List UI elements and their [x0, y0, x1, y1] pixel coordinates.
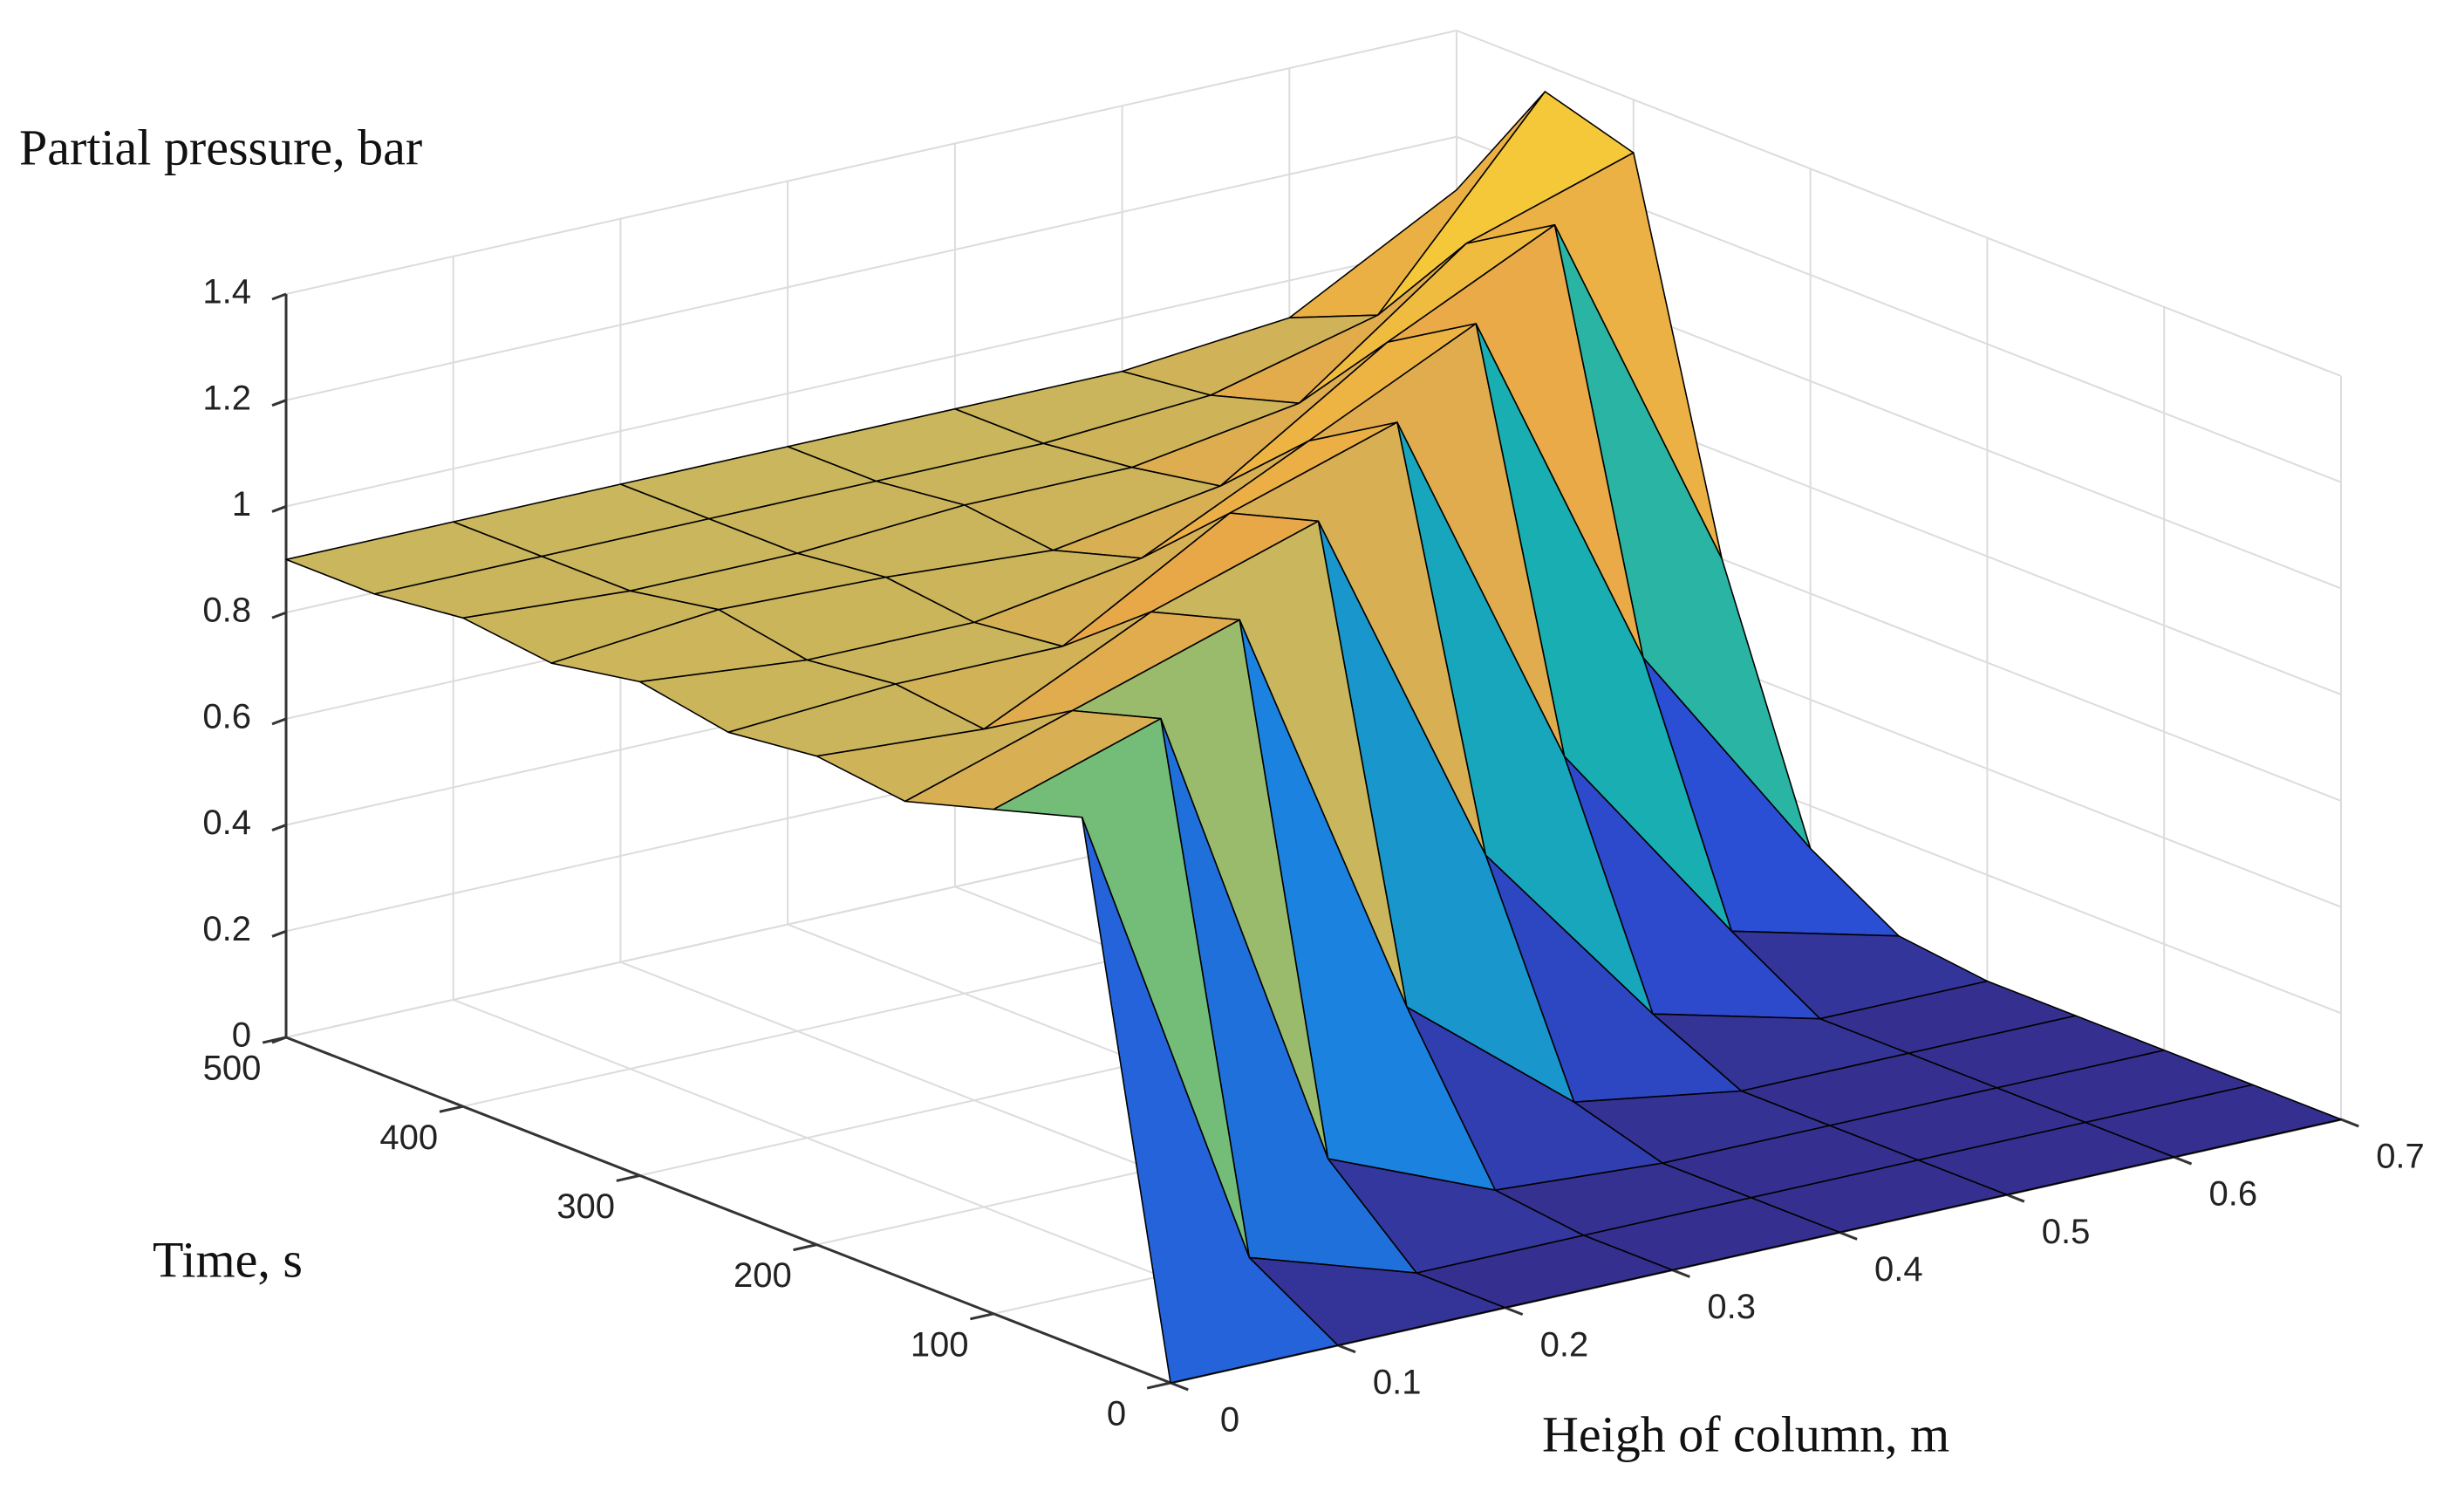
- y-tick: [1146, 1381, 1171, 1390]
- y-axis: [285, 1036, 1171, 1385]
- y-tick-label: 100: [911, 1325, 969, 1364]
- z-tick: [271, 717, 287, 726]
- x-tick: [1504, 1306, 1524, 1317]
- z-tick: [271, 399, 287, 407]
- z-tick-label: 1.4: [202, 273, 251, 311]
- x-tick-label: 0.6: [2208, 1175, 2257, 1214]
- y-tick-label: 300: [556, 1187, 615, 1226]
- z-tick: [271, 505, 287, 513]
- z-tick-label: 0: [232, 1016, 251, 1055]
- surface-patch: [1081, 816, 1339, 1384]
- x-tick-label: 0.4: [1874, 1250, 1923, 1289]
- z-tick: [271, 929, 287, 938]
- x-tick: [2340, 1118, 2359, 1128]
- z-tick: [271, 611, 287, 619]
- x-tick-label: 0.3: [1707, 1288, 1756, 1326]
- z-tick-label: 1: [232, 485, 251, 523]
- z-tick-label: 0.2: [202, 910, 251, 948]
- z-tick: [271, 1036, 287, 1044]
- y-tick: [439, 1105, 464, 1113]
- y-axis-label: Time, s: [153, 1231, 303, 1288]
- x-tick-label: 0.7: [2376, 1138, 2425, 1176]
- z-tick-label: 0.8: [202, 592, 251, 630]
- x-tick: [1170, 1381, 1189, 1392]
- z-tick-label: 1.2: [202, 379, 251, 417]
- z-tick-label: 0.4: [202, 804, 251, 842]
- x-tick: [1839, 1231, 1858, 1241]
- x-tick: [2006, 1193, 2025, 1203]
- z-tick-label: 0.6: [202, 697, 251, 735]
- x-axis-label: Heigh of column, m: [1542, 1406, 1949, 1462]
- y-tick-label: 200: [734, 1256, 792, 1295]
- y-tick-label: 400: [379, 1118, 438, 1157]
- y-tick: [616, 1173, 640, 1182]
- grid-line: [285, 29, 2342, 377]
- y-tick-label: 500: [203, 1050, 262, 1088]
- x-tick-label: 0: [1220, 1401, 1239, 1440]
- x-tick: [1337, 1344, 1356, 1354]
- z-tick: [271, 292, 287, 301]
- y-tick: [970, 1312, 994, 1321]
- z-tick: [271, 824, 287, 831]
- x-tick: [1671, 1269, 1690, 1278]
- z-axis-label: Partial pressure, bar: [19, 119, 422, 175]
- x-tick-label: 0.2: [1540, 1325, 1589, 1364]
- y-tick: [793, 1243, 817, 1252]
- x-tick-label: 0.1: [1373, 1363, 1422, 1401]
- x-tick: [2173, 1155, 2193, 1166]
- x-tick-label: 0.5: [2042, 1213, 2091, 1251]
- y-tick-label: 0: [1107, 1395, 1126, 1433]
- grid-line: [285, 135, 2342, 483]
